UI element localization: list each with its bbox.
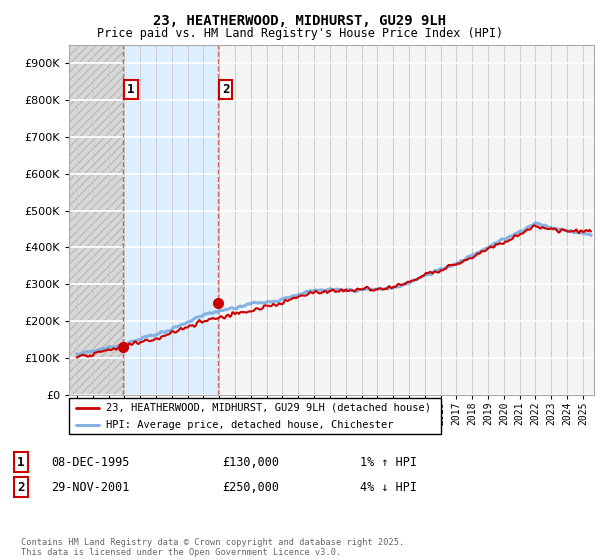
Text: 23, HEATHERWOOD, MIDHURST, GU29 9LH (detached house): 23, HEATHERWOOD, MIDHURST, GU29 9LH (det… (106, 403, 431, 413)
Text: 2: 2 (17, 480, 25, 494)
Text: 23, HEATHERWOOD, MIDHURST, GU29 9LH: 23, HEATHERWOOD, MIDHURST, GU29 9LH (154, 14, 446, 28)
Text: 1: 1 (17, 455, 25, 469)
Text: 29-NOV-2001: 29-NOV-2001 (51, 480, 130, 494)
Text: Contains HM Land Registry data © Crown copyright and database right 2025.
This d: Contains HM Land Registry data © Crown c… (21, 538, 404, 557)
Text: 2: 2 (222, 83, 229, 96)
Bar (218, 45, 594, 395)
Text: £130,000: £130,000 (222, 455, 279, 469)
Text: 1% ↑ HPI: 1% ↑ HPI (360, 455, 417, 469)
FancyBboxPatch shape (69, 398, 441, 434)
Text: £250,000: £250,000 (222, 480, 279, 494)
Text: 4% ↓ HPI: 4% ↓ HPI (360, 480, 417, 494)
Bar (123, 45, 218, 395)
Bar (69, 45, 123, 395)
Text: Price paid vs. HM Land Registry's House Price Index (HPI): Price paid vs. HM Land Registry's House … (97, 27, 503, 40)
Text: HPI: Average price, detached house, Chichester: HPI: Average price, detached house, Chic… (106, 420, 394, 430)
Text: 08-DEC-1995: 08-DEC-1995 (51, 455, 130, 469)
Text: 1: 1 (127, 83, 134, 96)
